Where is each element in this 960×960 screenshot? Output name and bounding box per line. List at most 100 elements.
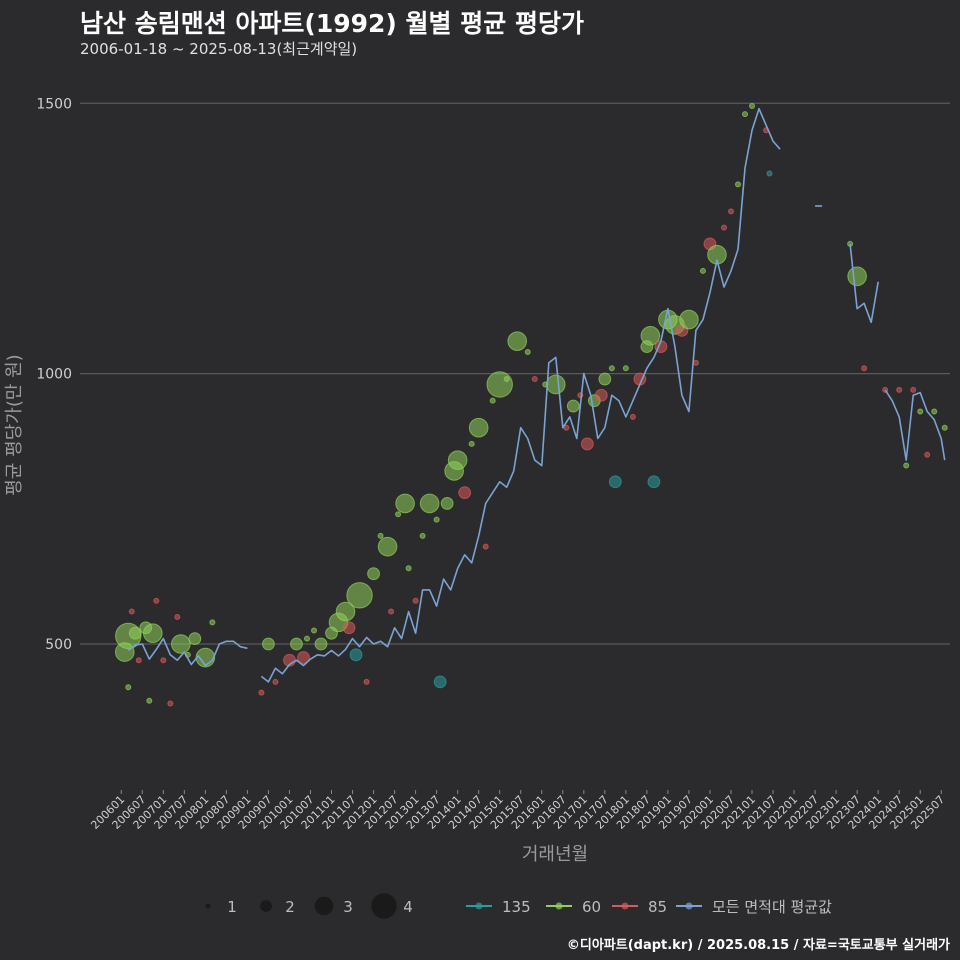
x-axis-title: 거래년월 <box>522 844 588 865</box>
data-point-85 <box>174 613 181 620</box>
y-tick-label: 500 <box>45 637 72 653</box>
data-point-85 <box>363 678 370 685</box>
data-point-60 <box>679 309 699 330</box>
data-point-85 <box>135 657 142 664</box>
color-legend-dot <box>685 902 693 910</box>
data-point-60 <box>125 684 132 691</box>
data-point-85 <box>924 451 931 458</box>
data-point-85 <box>692 359 699 366</box>
data-point-60 <box>377 532 384 539</box>
data-point-85 <box>629 413 636 420</box>
size-legend-label: 2 <box>285 898 295 916</box>
data-point-60 <box>941 424 948 431</box>
data-point-60 <box>734 181 741 188</box>
data-point-60 <box>545 374 566 395</box>
y-tick-label: 1500 <box>36 96 72 112</box>
data-point-60 <box>146 697 153 704</box>
data-point-60 <box>433 516 440 523</box>
data-point-135 <box>766 170 773 177</box>
data-point-60 <box>419 493 440 514</box>
size-legend-key <box>314 896 334 916</box>
data-point-60 <box>419 532 426 539</box>
data-point-60 <box>171 634 191 654</box>
data-point-60 <box>489 397 496 404</box>
data-point-60 <box>917 408 924 415</box>
data-point-135 <box>349 648 363 662</box>
y-axis-title: 평균 평당가(만 원) <box>4 354 25 495</box>
data-point-60 <box>440 497 454 510</box>
data-point-85 <box>727 208 734 215</box>
data-point-85 <box>720 224 727 231</box>
data-point-85 <box>153 597 160 604</box>
data-point-85 <box>563 424 570 431</box>
average-line-segment <box>849 243 879 324</box>
data-point-60 <box>142 623 163 643</box>
data-point-60 <box>598 372 612 386</box>
data-point-60 <box>303 635 310 642</box>
data-point-60 <box>128 626 142 640</box>
data-point-60 <box>346 582 373 609</box>
data-point-60 <box>486 371 513 398</box>
data-point-60 <box>699 267 706 274</box>
data-point-60 <box>335 601 356 622</box>
color-legend-dot <box>621 902 629 910</box>
color-legend-label: 85 <box>648 898 667 916</box>
data-point-60 <box>188 632 202 645</box>
data-point-60 <box>931 408 938 415</box>
data-point-85 <box>167 700 174 707</box>
data-point-60 <box>262 637 275 651</box>
data-point-60 <box>209 619 216 626</box>
data-point-85 <box>482 543 489 550</box>
data-point-60 <box>503 376 510 383</box>
data-point-85 <box>531 376 538 383</box>
data-point-60 <box>468 417 489 438</box>
average-line-segment <box>260 107 781 683</box>
data-point-85 <box>258 689 265 696</box>
data-point-85 <box>128 608 135 615</box>
color-legend-dot <box>555 902 563 910</box>
data-point-85 <box>580 437 594 451</box>
data-point-60 <box>395 511 402 518</box>
chart-subtitle: 2006-01-18 ~ 2025-08-13(최근계약일) <box>80 40 358 58</box>
y-tick-label: 1000 <box>36 367 72 383</box>
color-legend-label: 60 <box>582 898 601 916</box>
data-point-135 <box>433 675 447 689</box>
data-point-60 <box>524 349 531 355</box>
data-point-85 <box>388 608 395 615</box>
size-legend-key <box>371 893 397 919</box>
data-point-60 <box>903 462 910 469</box>
data-point-135 <box>647 475 661 489</box>
size-legend-key <box>205 903 211 909</box>
data-point-60 <box>377 536 398 557</box>
data-point-60 <box>608 365 615 372</box>
data-point-60 <box>290 637 303 651</box>
data-point-60 <box>310 627 317 634</box>
chart-title: 남산 송림맨션 아파트(1992) 월별 평균 평당가 <box>80 9 584 38</box>
data-point-85 <box>342 621 356 635</box>
data-point-85 <box>458 486 472 499</box>
data-point-85 <box>910 386 917 393</box>
data-point-60 <box>405 565 412 572</box>
data-point-135 <box>608 475 622 489</box>
data-point-60 <box>847 266 867 287</box>
data-point-60 <box>622 365 629 372</box>
data-point-60 <box>314 637 328 651</box>
data-point-60 <box>749 102 756 109</box>
data-point-85 <box>272 678 279 685</box>
data-point-85 <box>861 365 868 372</box>
size-legend-label: 3 <box>343 898 353 916</box>
data-point-60 <box>566 399 580 413</box>
data-point-60 <box>367 567 380 581</box>
data-point-60 <box>468 440 475 447</box>
data-point-60 <box>447 450 468 470</box>
data-point-85 <box>412 597 419 604</box>
average-line-segment <box>127 637 248 667</box>
color-legend-label: 모든 면적대 평균값 <box>712 898 832 916</box>
data-point-85 <box>594 388 608 402</box>
data-point-60 <box>395 493 415 514</box>
size-legend-key <box>260 900 272 912</box>
size-legend-label: 4 <box>403 898 413 916</box>
data-point-85 <box>896 386 903 393</box>
size-legend-label: 1 <box>227 898 237 916</box>
